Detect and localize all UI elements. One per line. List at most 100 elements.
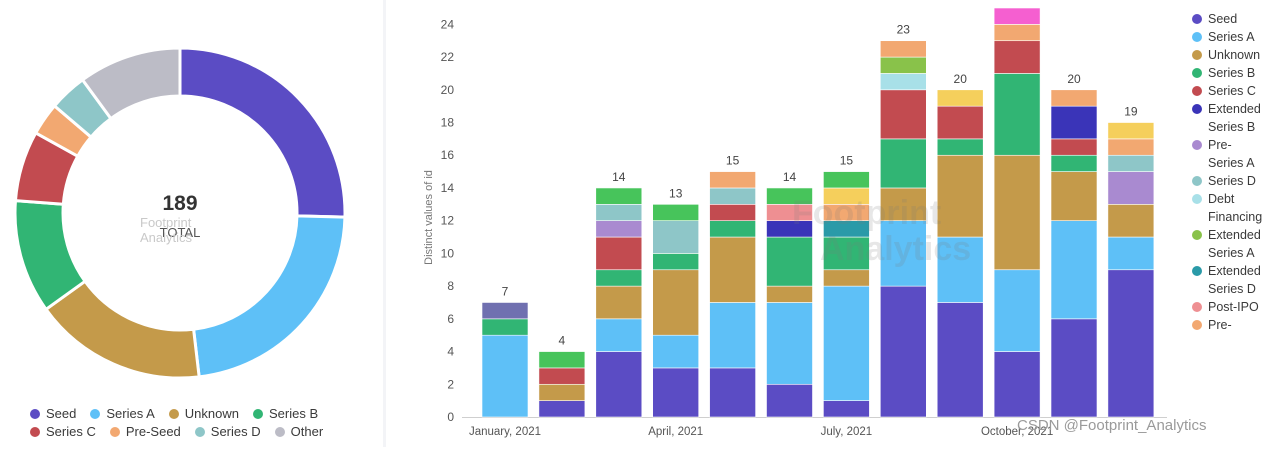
bar-segment-extended-seed[interactable] [1107, 122, 1155, 140]
bar-segment-angel[interactable] [823, 171, 870, 189]
bar-legend-item-unknown[interactable]: Unknown [1192, 46, 1268, 64]
donut-legend-item-other[interactable]: Other [274, 424, 323, 439]
bar-legend-item-extended-series-b[interactable]: Extended Series B [1192, 100, 1268, 136]
bar-stack-apr-2021[interactable] [652, 204, 700, 418]
bar-segment-extended-series-a[interactable] [879, 56, 927, 74]
bar-segment-series-b[interactable] [879, 138, 927, 189]
bar-segment-angel[interactable] [652, 204, 700, 221]
bar-segment-series-c[interactable] [595, 236, 643, 271]
bar-segment-unknown[interactable] [823, 269, 870, 287]
bar-segment-series-c[interactable] [709, 204, 756, 221]
bar-segment-unknown[interactable] [652, 269, 700, 336]
bar-segment-series-c[interactable] [538, 367, 586, 385]
bar-segment-unknown[interactable] [595, 285, 643, 320]
bar-segment-series-b[interactable] [481, 318, 529, 336]
bar-segment-unknown[interactable] [993, 154, 1041, 271]
donut-legend-item-seed[interactable]: Seed [30, 406, 76, 421]
donut-legend-item-series-c[interactable]: Series C [30, 424, 96, 439]
bar-legend-item-pre-series-a[interactable]: Pre-Series A [1192, 136, 1268, 172]
bar-segment-series-a[interactable] [1107, 236, 1155, 271]
bar-segment-seed[interactable] [595, 351, 643, 418]
bar-segment-pre-series-a[interactable] [1107, 171, 1155, 205]
bar-legend-item-extended-series-d[interactable]: Extended Series D [1192, 262, 1268, 298]
bar-stack-oct-2021[interactable] [993, 7, 1041, 418]
bar-segment-series-b[interactable] [766, 236, 813, 287]
bar-segment-series-d[interactable] [652, 220, 700, 254]
bar-segment-angel[interactable] [538, 351, 586, 369]
bar-segment-pre-seed[interactable] [879, 40, 927, 58]
bar-segment-series-a[interactable] [1050, 220, 1098, 320]
bar-segment-series-a[interactable] [993, 269, 1041, 352]
bar-segment-series-a[interactable] [652, 334, 700, 369]
bar-segment-pre-seed[interactable] [709, 171, 756, 189]
bar-legend-item-debt-financing[interactable]: Debt Financing [1192, 190, 1268, 226]
bar-segment-unknown[interactable] [709, 236, 756, 303]
bar-segment-series-a[interactable] [709, 302, 756, 369]
bar-segment-seed[interactable] [1107, 269, 1155, 418]
bar-legend-item-pre[interactable]: Pre- [1192, 316, 1268, 334]
bar-segment-angel[interactable] [595, 187, 643, 205]
bar-legend-item-series-c[interactable]: Series C [1192, 82, 1268, 100]
bar-segment-pre-series-a[interactable] [595, 220, 643, 238]
bar-stack-jan-2021[interactable] [481, 302, 529, 418]
bar-segment-debt-financing[interactable] [879, 73, 927, 91]
bar-segment-seed[interactable] [936, 302, 984, 418]
pie-slice-series-a[interactable] [191, 214, 347, 379]
bar-segment-pre-seed[interactable] [1107, 138, 1155, 156]
bar-segment-series-b[interactable] [993, 73, 1041, 156]
bar-segment-seed[interactable] [993, 351, 1041, 418]
bar-segment-series-b[interactable] [1050, 154, 1098, 172]
bar-stack-feb-2021[interactable] [538, 351, 586, 418]
bar-stack-dec-2021[interactable] [1107, 122, 1155, 418]
bar-legend-item-series-d[interactable]: Series D [1192, 172, 1268, 190]
bar-segment-series-b[interactable] [709, 220, 756, 238]
bar-stack-jul-2021[interactable] [823, 171, 870, 418]
bar-stack-mar-2021[interactable] [595, 187, 643, 418]
bar-segment-series-d[interactable] [595, 204, 643, 221]
bar-segment-series-c[interactable] [879, 89, 927, 140]
bar-legend-item-extended-series-a[interactable]: Extended Series A [1192, 226, 1268, 262]
bar-segment-series-a[interactable] [823, 285, 870, 401]
bar-segment-pre-seed[interactable] [1050, 89, 1098, 107]
bar-segment-series-b[interactable] [936, 138, 984, 156]
bar-segment-seed[interactable] [538, 400, 586, 418]
bar-segment-series-a[interactable] [481, 334, 529, 418]
bar-segment-seed[interactable] [1050, 318, 1098, 418]
bar-legend-item-series-b[interactable]: Series B [1192, 64, 1268, 82]
bar-legend-item-seed[interactable]: Seed [1192, 10, 1268, 28]
bar-legend-item-post-ipo[interactable]: Post-IPO [1192, 298, 1268, 316]
bar-segment-unknown[interactable] [1050, 171, 1098, 221]
bar-segment-series-d[interactable] [709, 187, 756, 205]
bar-stack-may-2021[interactable] [709, 171, 756, 418]
donut-legend-item-series-a[interactable]: Series A [90, 406, 155, 421]
bar-segment-seed[interactable] [709, 367, 756, 418]
pie-slice-other[interactable] [80, 46, 182, 121]
bar-segment-seed[interactable] [652, 367, 700, 418]
bar-segment-unknown[interactable] [936, 154, 984, 238]
bar-segment-angel[interactable] [766, 187, 813, 205]
donut-legend-item-pre-seed[interactable]: Pre-Seed [109, 424, 181, 439]
bar-segment-series-b[interactable] [595, 269, 643, 287]
bar-segment-series-a[interactable] [595, 318, 643, 352]
bar-segment-series-c[interactable] [1050, 138, 1098, 156]
bar-segment-series-d[interactable] [1107, 154, 1155, 172]
bar-segment-unknown[interactable] [538, 383, 586, 401]
pie-slice-seed[interactable] [178, 46, 347, 219]
bar-stack-sep-2021[interactable] [936, 89, 984, 418]
bar-stack-jun-2021[interactable] [766, 187, 813, 418]
bar-legend-item-series-a[interactable]: Series A [1192, 28, 1268, 46]
bar-segment-series-c[interactable] [936, 105, 984, 140]
bar-segment-unknown[interactable] [766, 285, 813, 303]
bar-segment-extended-series-b[interactable] [1050, 105, 1098, 140]
bar-segment-unknown[interactable] [879, 187, 927, 221]
bar-segment-seed[interactable] [766, 383, 813, 418]
bar-stack-aug-2021[interactable] [879, 40, 927, 418]
bar-segment-series-a[interactable] [936, 236, 984, 303]
bar-segment-seed[interactable] [879, 285, 927, 418]
bar-segment-series-b[interactable] [823, 236, 870, 271]
bar-segment-unknown[interactable] [1107, 204, 1155, 238]
pie-slice-unknown[interactable] [43, 279, 201, 380]
donut-legend-item-unknown[interactable]: Unknown [168, 406, 239, 421]
bar-segment-extended-seed[interactable] [936, 89, 984, 107]
bar-segment-series-c[interactable] [993, 40, 1041, 74]
